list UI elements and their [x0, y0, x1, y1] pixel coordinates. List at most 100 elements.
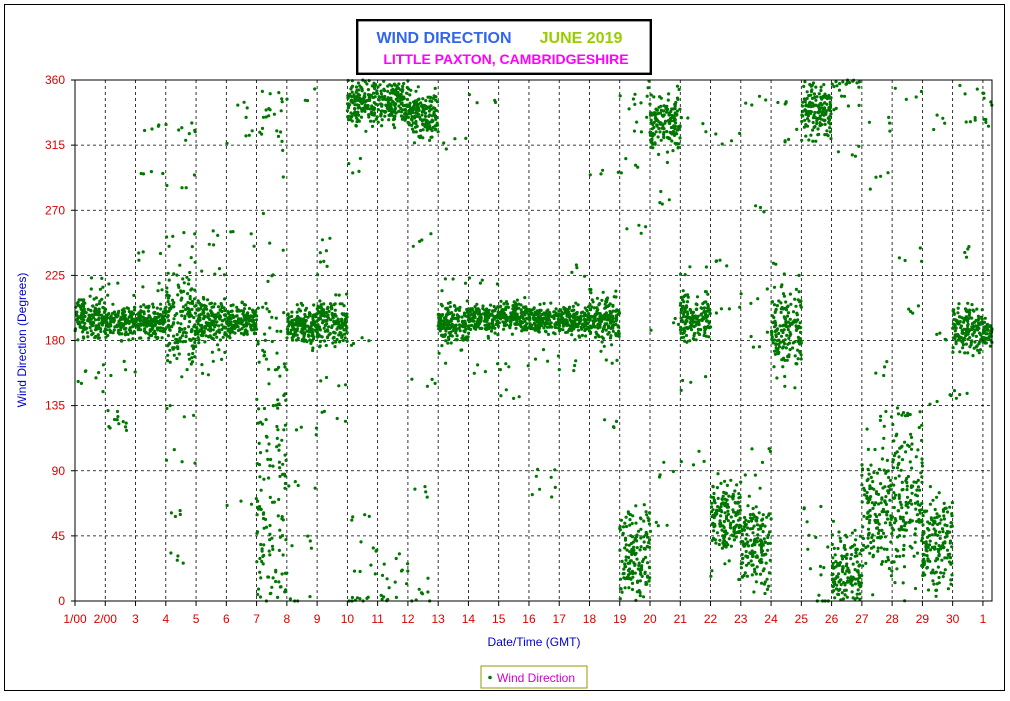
data-point — [272, 404, 275, 407]
data-point — [261, 550, 264, 553]
data-point — [660, 109, 663, 112]
data-point — [527, 364, 530, 367]
data-point — [706, 293, 709, 296]
data-point — [890, 415, 893, 418]
data-point — [708, 311, 711, 314]
data-point — [921, 464, 924, 467]
data-point — [726, 510, 729, 513]
data-point — [350, 99, 353, 102]
data-point — [368, 79, 371, 82]
data-point — [832, 85, 835, 88]
data-point — [897, 462, 900, 465]
data-point — [653, 111, 656, 114]
data-point — [383, 89, 386, 92]
data-point — [184, 308, 187, 311]
data-point — [429, 121, 432, 124]
data-point — [783, 328, 786, 331]
data-point — [265, 358, 268, 361]
data-point — [919, 511, 922, 514]
data-point — [388, 83, 391, 86]
data-point — [217, 348, 220, 351]
data-point — [116, 282, 119, 285]
data-point — [356, 119, 359, 122]
data-point — [749, 539, 752, 542]
data-point — [466, 299, 469, 302]
data-point — [710, 569, 713, 572]
data-point — [628, 524, 631, 527]
data-point — [392, 92, 395, 95]
data-point — [910, 484, 913, 487]
data-point — [268, 524, 271, 527]
data-point — [338, 331, 341, 334]
data-point — [340, 320, 343, 323]
data-point — [466, 335, 469, 338]
data-point — [204, 334, 207, 337]
data-point — [304, 339, 307, 342]
data-point — [357, 170, 360, 173]
data-point — [708, 326, 711, 329]
data-point — [615, 319, 618, 322]
data-point — [296, 334, 299, 337]
data-point — [406, 121, 409, 124]
data-point — [617, 309, 620, 312]
data-point — [674, 103, 677, 106]
data-point — [306, 316, 309, 319]
data-point — [745, 542, 748, 545]
data-point — [803, 126, 806, 129]
data-point — [265, 115, 268, 118]
data-point — [258, 475, 261, 478]
data-point — [631, 535, 634, 538]
data-point — [475, 303, 478, 306]
data-point — [476, 363, 479, 366]
data-point — [101, 390, 104, 393]
data-point — [761, 554, 764, 557]
data-point — [353, 96, 356, 99]
data-point — [494, 101, 497, 104]
data-point — [425, 119, 428, 122]
data-point — [169, 551, 172, 554]
data-point — [180, 299, 183, 302]
data-point — [714, 501, 717, 504]
data-point — [498, 321, 501, 324]
data-point — [579, 315, 582, 318]
data-point — [705, 326, 708, 329]
data-point — [106, 334, 109, 337]
data-point — [458, 306, 461, 309]
data-point — [506, 302, 509, 305]
data-point — [684, 273, 687, 276]
data-point — [83, 322, 86, 325]
data-point — [903, 524, 906, 527]
data-point — [464, 137, 467, 140]
data-point — [109, 331, 112, 334]
data-point — [479, 282, 482, 285]
data-point — [334, 309, 337, 312]
data-point — [692, 334, 695, 337]
data-point — [682, 289, 685, 292]
data-point — [269, 92, 272, 95]
data-point — [498, 305, 501, 308]
data-point — [784, 324, 787, 327]
data-point — [575, 263, 578, 266]
data-point — [815, 95, 818, 98]
data-point — [772, 365, 775, 368]
data-point — [672, 470, 675, 473]
data-point — [262, 513, 265, 516]
data-point — [503, 302, 506, 305]
data-point — [642, 558, 645, 561]
data-point — [789, 333, 792, 336]
data-point — [909, 521, 912, 524]
data-point — [920, 457, 923, 460]
data-point — [730, 534, 733, 537]
data-point — [277, 498, 280, 501]
data-point — [325, 249, 328, 252]
data-point — [596, 308, 599, 311]
data-point — [900, 525, 903, 528]
data-point — [82, 300, 85, 303]
data-point — [120, 318, 123, 321]
data-point — [198, 313, 201, 316]
data-point — [624, 539, 627, 542]
data-point — [766, 331, 769, 334]
data-point — [286, 328, 289, 331]
data-point — [183, 327, 186, 330]
data-point — [241, 327, 244, 330]
